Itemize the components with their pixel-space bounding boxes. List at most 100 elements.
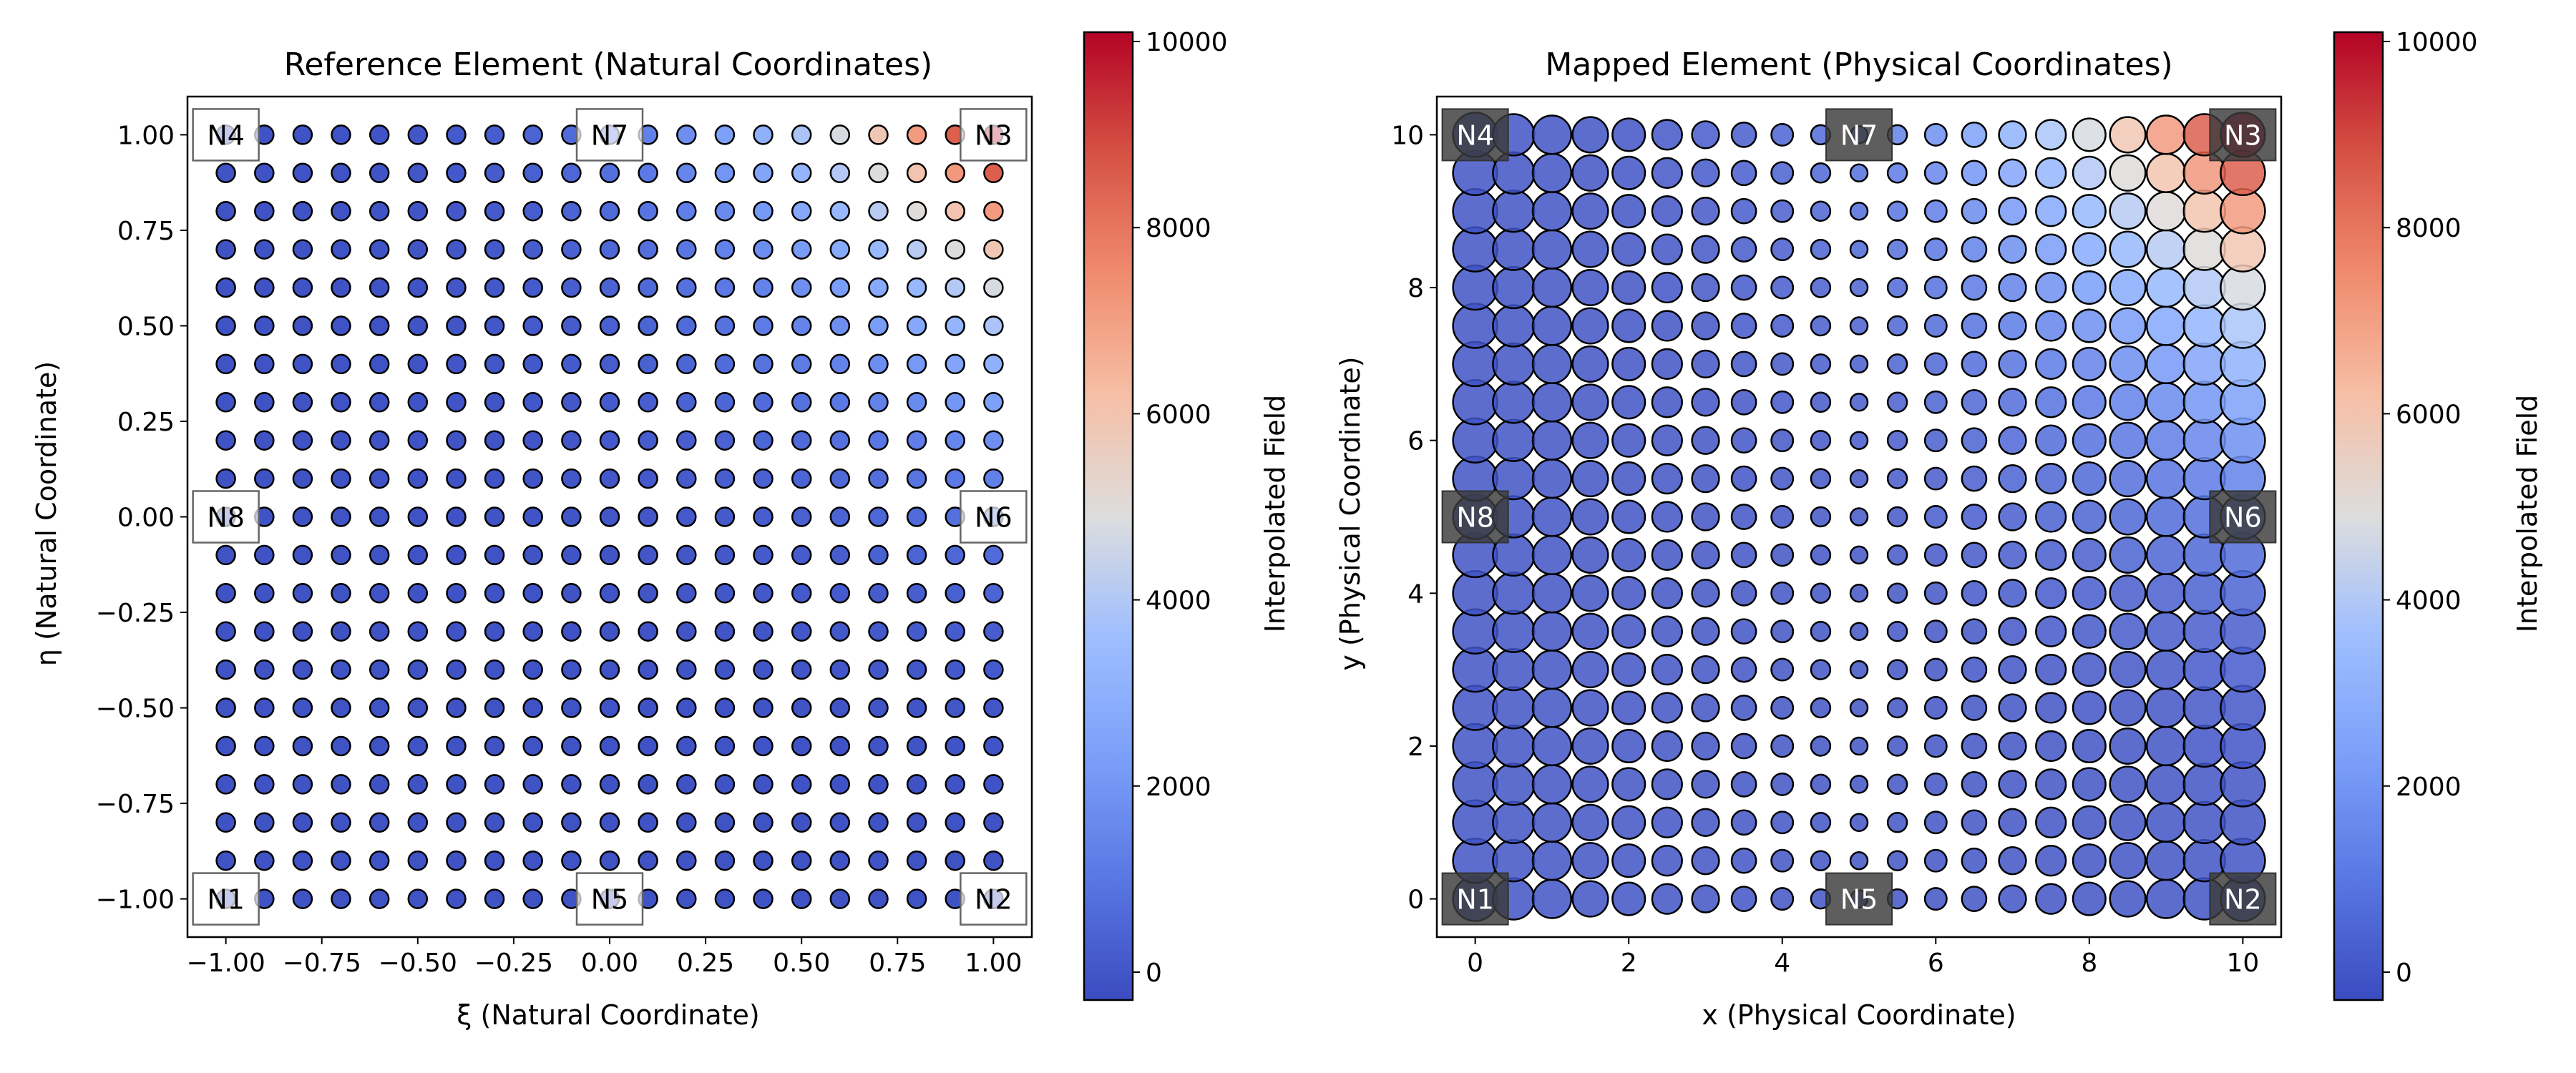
data-point bbox=[638, 430, 658, 451]
data-point bbox=[1886, 391, 1908, 413]
data-point bbox=[714, 353, 736, 375]
data-point bbox=[2035, 233, 2067, 265]
data-point bbox=[446, 392, 467, 413]
data-point bbox=[906, 239, 927, 260]
data-point bbox=[407, 774, 429, 795]
data-point bbox=[791, 200, 812, 222]
data-point bbox=[254, 162, 275, 184]
node-text: N7 bbox=[1840, 119, 1878, 151]
data-point bbox=[522, 277, 543, 298]
data-point bbox=[2072, 728, 2107, 764]
data-point bbox=[1492, 381, 1536, 424]
data-point bbox=[2035, 845, 2067, 877]
data-point bbox=[561, 392, 582, 413]
data-point bbox=[561, 697, 582, 718]
data-point bbox=[1730, 695, 1757, 721]
data-point bbox=[676, 735, 697, 757]
data-point bbox=[2182, 572, 2226, 615]
data-point bbox=[1651, 768, 1683, 800]
data-point bbox=[868, 888, 889, 909]
data-point bbox=[292, 468, 313, 489]
data-point bbox=[906, 277, 927, 298]
data-point bbox=[254, 774, 275, 795]
data-point bbox=[522, 583, 543, 604]
y-tick-label: 0.75 bbox=[117, 217, 175, 246]
data-point bbox=[2109, 154, 2147, 192]
x-tick-label: 0.50 bbox=[773, 949, 830, 978]
data-point bbox=[484, 544, 505, 566]
data-point bbox=[906, 659, 927, 680]
data-point bbox=[446, 659, 467, 680]
colorbar-tick-label: 2000 bbox=[2396, 773, 2462, 802]
data-point bbox=[714, 392, 736, 413]
data-point bbox=[2145, 420, 2187, 461]
y-axis-label: y (Physical Coordinate) bbox=[1335, 356, 1366, 670]
data-point bbox=[599, 353, 620, 375]
data-point bbox=[868, 124, 889, 145]
data-point bbox=[369, 544, 390, 566]
data-point bbox=[1571, 192, 1609, 230]
data-point bbox=[714, 544, 736, 566]
data-point bbox=[1961, 160, 1988, 187]
data-point bbox=[1886, 315, 1908, 337]
data-point bbox=[638, 735, 658, 757]
data-point bbox=[1998, 693, 2027, 722]
data-point bbox=[906, 315, 927, 336]
x-axis-ticks: −1.00 −0.75 −0.50 −0.25 0.00 0.25 0.50 0.75 1.00 bbox=[186, 937, 1022, 978]
data-point bbox=[1998, 770, 2027, 799]
data-point bbox=[369, 888, 390, 909]
data-point bbox=[945, 430, 965, 451]
data-point bbox=[1531, 152, 1573, 193]
data-point bbox=[599, 468, 620, 489]
data-point bbox=[2145, 878, 2187, 919]
data-point bbox=[292, 162, 313, 184]
data-point bbox=[292, 659, 313, 680]
node-box bbox=[960, 490, 1028, 544]
node-text: N3 bbox=[975, 119, 1013, 151]
node-label-n2: N2 bbox=[960, 872, 1028, 926]
data-point bbox=[638, 850, 658, 871]
data-point bbox=[1651, 806, 1683, 838]
data-point bbox=[1730, 771, 1757, 798]
node-text: N7 bbox=[591, 119, 629, 151]
data-point bbox=[1849, 584, 1869, 603]
data-point bbox=[676, 277, 697, 298]
data-point bbox=[2145, 496, 2187, 537]
data-point bbox=[2035, 577, 2067, 609]
data-point bbox=[331, 735, 351, 757]
data-point bbox=[714, 697, 736, 718]
node-text: N4 bbox=[1456, 119, 1494, 151]
data-point bbox=[1611, 423, 1646, 458]
data-point bbox=[906, 392, 927, 413]
data-point bbox=[1770, 848, 1795, 873]
data-point bbox=[753, 506, 774, 527]
data-point bbox=[1810, 697, 1832, 719]
x-tick-label: 0.75 bbox=[869, 949, 926, 978]
data-point bbox=[1770, 199, 1795, 223]
data-point bbox=[945, 544, 965, 566]
data-point bbox=[1849, 163, 1869, 183]
y-axis-ticks: −1.00 −0.75 −0.50 −0.25 0.00 0.25 0.50 0.75 1.00 bbox=[96, 121, 187, 915]
data-point bbox=[1571, 765, 1609, 803]
colorbar-tick-label: 6000 bbox=[2396, 400, 2462, 429]
node-label-n8: N8 bbox=[192, 490, 260, 544]
data-point bbox=[407, 697, 429, 718]
data-point bbox=[638, 697, 658, 718]
data-point bbox=[868, 315, 889, 336]
y-tick-label: 10 bbox=[1391, 121, 1424, 150]
data-point bbox=[868, 506, 889, 527]
data-point bbox=[599, 850, 620, 871]
data-point bbox=[407, 353, 429, 375]
data-point bbox=[753, 277, 774, 298]
data-point bbox=[522, 850, 543, 871]
data-point bbox=[254, 315, 275, 336]
data-point bbox=[983, 392, 1004, 413]
data-point bbox=[1611, 690, 1646, 725]
node-label-n3: N3 bbox=[2209, 108, 2277, 162]
data-point bbox=[1849, 775, 1869, 794]
data-point bbox=[2145, 458, 2187, 499]
data-point bbox=[2072, 576, 2107, 611]
data-point bbox=[1810, 200, 1832, 222]
data-point bbox=[829, 239, 851, 260]
data-point bbox=[1651, 348, 1683, 381]
